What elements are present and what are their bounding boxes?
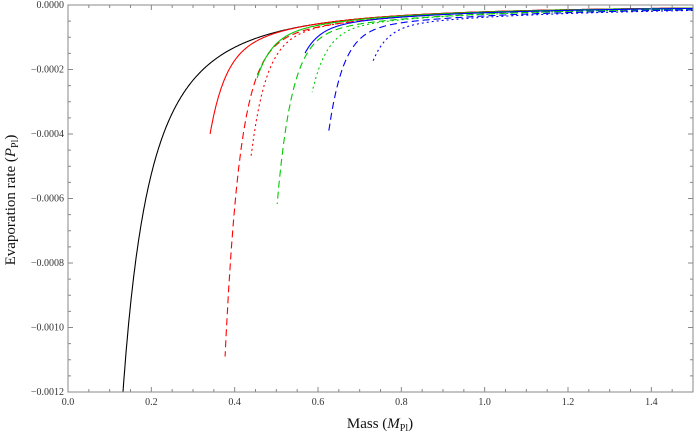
- x-tick-label: 1.0: [478, 397, 491, 408]
- x-tick-label: 0.6: [312, 397, 325, 408]
- series-line: [250, 7, 693, 158]
- series-line: [276, 8, 693, 205]
- series-line: [224, 7, 693, 357]
- series-line: [256, 7, 693, 79]
- x-tick-label: 1.2: [562, 397, 575, 408]
- y-tick-label: 0.0000: [37, 0, 65, 11]
- series-line: [209, 7, 693, 135]
- series-line: [311, 8, 693, 93]
- series-line: [304, 7, 693, 54]
- y-tick-label: −0.0012: [31, 387, 64, 398]
- y-axis-title: Evaporation rate (PPl): [3, 135, 21, 266]
- y-tick-label: −0.0006: [31, 194, 64, 205]
- x-tick-labels: 0.0 0.2 0.4 0.6 0.8 1.0 1.2 1.4: [62, 397, 658, 408]
- axis-ticks: [67, 4, 694, 393]
- x-tick-label: 0.0: [62, 397, 75, 408]
- x-tick-label: 0.4: [228, 397, 241, 408]
- plot-frame: [67, 4, 694, 393]
- y-tick-label: −0.0008: [31, 258, 64, 269]
- y-tick-label: −0.0002: [31, 65, 64, 76]
- curves: [122, 7, 694, 393]
- y-tick-label: −0.0004: [31, 129, 64, 140]
- x-tick-label: 0.8: [395, 397, 408, 408]
- y-tick-labels: 0.0000 −0.0002 −0.0004 −0.0006 −0.0008 −0.001…: [31, 0, 64, 398]
- x-tick-label: 1.4: [645, 397, 658, 408]
- y-tick-label: −0.0010: [31, 323, 64, 334]
- series-line: [372, 9, 694, 62]
- series-line: [328, 9, 693, 131]
- x-axis-title: Mass (MPl): [347, 416, 413, 434]
- series-line: [122, 7, 693, 393]
- x-tick-label: 0.2: [145, 397, 158, 408]
